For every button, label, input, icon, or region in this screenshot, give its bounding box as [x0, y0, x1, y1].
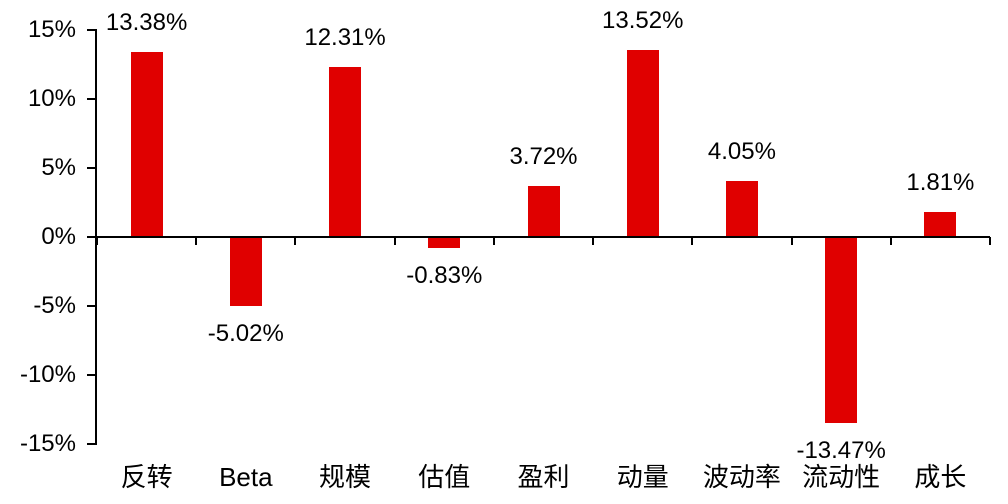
y-axis-tick-label: 5% [41, 154, 76, 181]
bar-盈利[interactable] [527, 185, 560, 237]
y-axis-tick-label: 10% [27, 85, 76, 112]
x-axis-tick [492, 237, 495, 245]
x-axis-tick [691, 237, 694, 245]
data-label-波动率: 4.05% [707, 138, 776, 166]
x-axis-label-波动率: 波动率 [702, 462, 781, 492]
bar-动量[interactable] [626, 50, 659, 237]
bar-波动率[interactable] [725, 181, 758, 237]
x-axis-label-流动性: 流动性 [802, 462, 881, 492]
x-axis-tick [96, 237, 98, 245]
bar-流动性[interactable] [825, 237, 858, 423]
bar-规模[interactable] [329, 67, 362, 237]
y-axis-tick [87, 29, 97, 31]
x-axis-tick [989, 237, 991, 245]
data-label-成长: 1.81% [906, 169, 975, 197]
data-label-估值: -0.83% [406, 262, 483, 290]
y-axis-tick [87, 305, 97, 307]
data-label-规模: 12.31% [304, 24, 386, 52]
y-axis-tick-label: -10% [19, 361, 76, 388]
data-label-动量: 13.52% [602, 7, 684, 35]
y-axis-tick-label: -5% [33, 292, 76, 319]
x-axis-tick [790, 237, 793, 245]
bar-估值[interactable] [428, 237, 461, 249]
y-axis-tick [87, 98, 97, 100]
x-axis-tick [294, 237, 297, 245]
data-label-盈利: 3.72% [509, 142, 578, 170]
y-axis-tick-label: -15% [19, 430, 76, 457]
data-label-反转: 13.38% [105, 9, 188, 37]
bar-成长[interactable] [924, 212, 957, 237]
y-axis-tick [87, 374, 97, 376]
bar-Beta[interactable] [229, 237, 262, 307]
x-axis-label-规模: 规模 [319, 462, 372, 492]
y-axis-tick-label: 15% [27, 16, 76, 43]
y-axis-tick [87, 443, 97, 445]
x-axis-label-动量: 动量 [616, 462, 669, 492]
y-axis-tick [87, 167, 97, 169]
y-axis-tick [87, 236, 97, 238]
x-axis-line [95, 236, 990, 238]
x-axis-tick [592, 237, 595, 245]
x-axis-label-反转: 反转 [120, 462, 173, 492]
x-axis-tick [393, 237, 396, 245]
x-axis-label-Beta: Beta [219, 462, 273, 492]
data-label-Beta: -5.02% [207, 320, 284, 348]
x-axis-tick [889, 237, 892, 245]
data-label-流动性: -13.47% [796, 436, 886, 464]
y-axis-tick-label: 0% [41, 223, 76, 250]
x-axis-label-盈利: 盈利 [517, 462, 570, 492]
x-axis-tick [195, 237, 198, 245]
x-axis-label-估值: 估值 [418, 462, 471, 492]
x-axis-label-成长: 成长 [914, 462, 967, 492]
bar-反转[interactable] [130, 52, 163, 237]
